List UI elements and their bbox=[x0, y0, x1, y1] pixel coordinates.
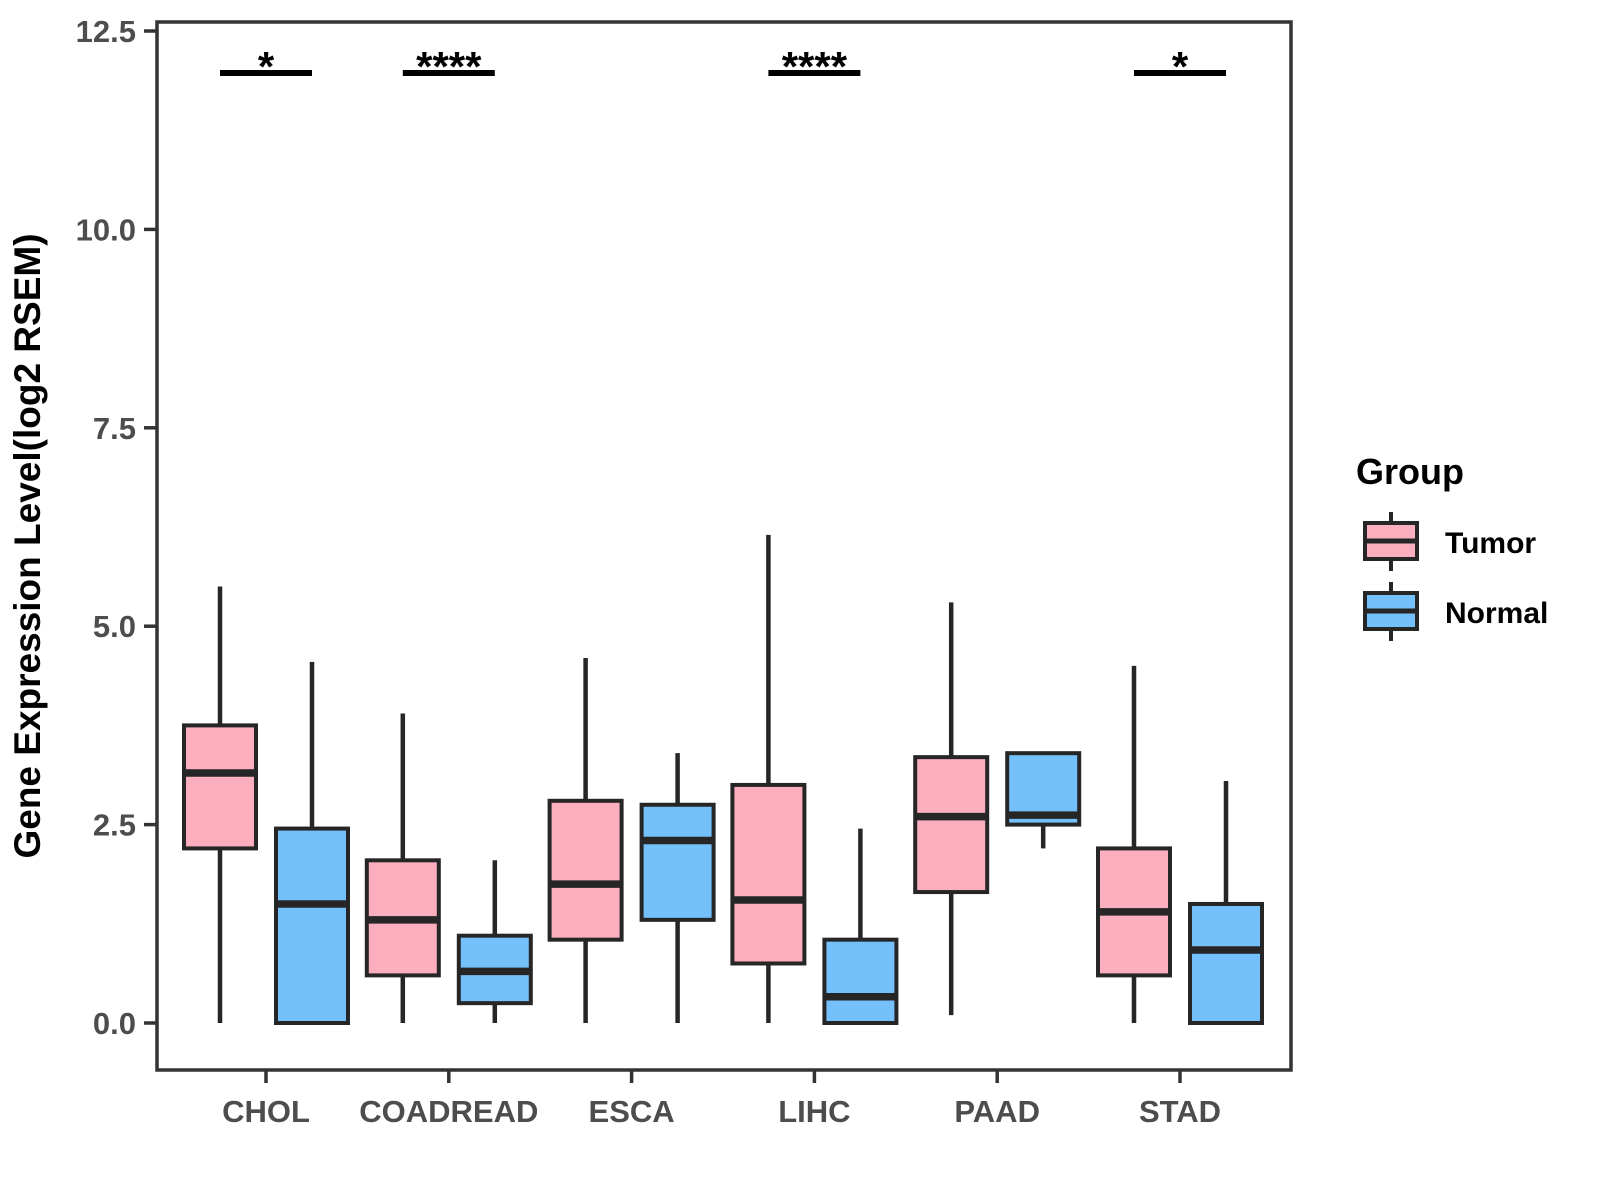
y-axis-tick-label: 5.0 bbox=[93, 609, 136, 644]
box-STAD-tumor bbox=[1096, 665, 1172, 1023]
significance-stars: **** bbox=[416, 43, 482, 90]
box-ESCA-tumor bbox=[547, 657, 624, 1023]
box-PAAD-normal bbox=[1005, 751, 1082, 849]
significance-stars: * bbox=[258, 43, 275, 90]
legend-label-tumor: Tumor bbox=[1445, 527, 1536, 560]
y-axis-tick-label: 2.5 bbox=[93, 808, 136, 843]
x-axis-category-label: STAD bbox=[1139, 1094, 1221, 1129]
significance-LIHC: **** bbox=[768, 43, 861, 90]
legend-label-normal: Normal bbox=[1445, 597, 1548, 630]
iqr-box bbox=[822, 937, 899, 1025]
box-PAAD-tumor bbox=[913, 602, 990, 1016]
significance-COADREAD: **** bbox=[402, 43, 495, 90]
legend-title: Group bbox=[1356, 451, 1464, 492]
y-axis-title: Gene Expression Level(log2 RSEM) bbox=[7, 233, 48, 858]
x-axis-category-label: COADREAD bbox=[359, 1094, 538, 1129]
iqr-box bbox=[274, 826, 350, 1025]
iqr-box bbox=[1188, 901, 1264, 1026]
box-CHOL-tumor bbox=[182, 586, 258, 1023]
significance-CHOL: * bbox=[220, 43, 312, 90]
box-CHOL-normal bbox=[274, 661, 350, 1025]
x-axis-category-label: ESCA bbox=[589, 1094, 675, 1129]
iqr-box bbox=[730, 782, 807, 966]
plot-area: 0.0 2.5 5.0 7.5 10.0 12.5 CHOL COADREAD ESCA LIHC… bbox=[76, 14, 1293, 1129]
x-axis-category-label: PAAD bbox=[954, 1094, 1040, 1129]
y-axis-tick-label: 7.5 bbox=[93, 411, 136, 446]
box-COADREAD-tumor bbox=[364, 713, 441, 1023]
significance-stars: **** bbox=[782, 43, 848, 90]
iqr-box bbox=[639, 802, 716, 922]
significance-stars: * bbox=[1172, 43, 1189, 90]
y-axis-tick-label: 0.0 bbox=[93, 1006, 136, 1041]
x-axis-category-label: LIHC bbox=[778, 1094, 850, 1129]
box-LIHC-tumor bbox=[730, 534, 807, 1023]
box-ESCA-normal bbox=[639, 753, 716, 1023]
legend: Group Tumor Normal bbox=[1356, 451, 1548, 641]
legend-key-tumor: Tumor bbox=[1363, 512, 1536, 571]
box-COADREAD-normal bbox=[456, 860, 533, 1023]
y-axis-tick-label: 12.5 bbox=[76, 14, 136, 49]
x-axis-category-label: CHOL bbox=[222, 1094, 310, 1129]
iqr-box bbox=[913, 755, 990, 895]
iqr-box bbox=[547, 798, 624, 942]
box-STAD-normal bbox=[1188, 780, 1264, 1026]
significance-STAD: * bbox=[1134, 43, 1226, 90]
iqr-box bbox=[182, 723, 258, 851]
box-LIHC-normal bbox=[822, 828, 899, 1025]
legend-key-normal: Normal bbox=[1363, 582, 1548, 641]
y-axis-tick-label: 10.0 bbox=[76, 212, 136, 247]
